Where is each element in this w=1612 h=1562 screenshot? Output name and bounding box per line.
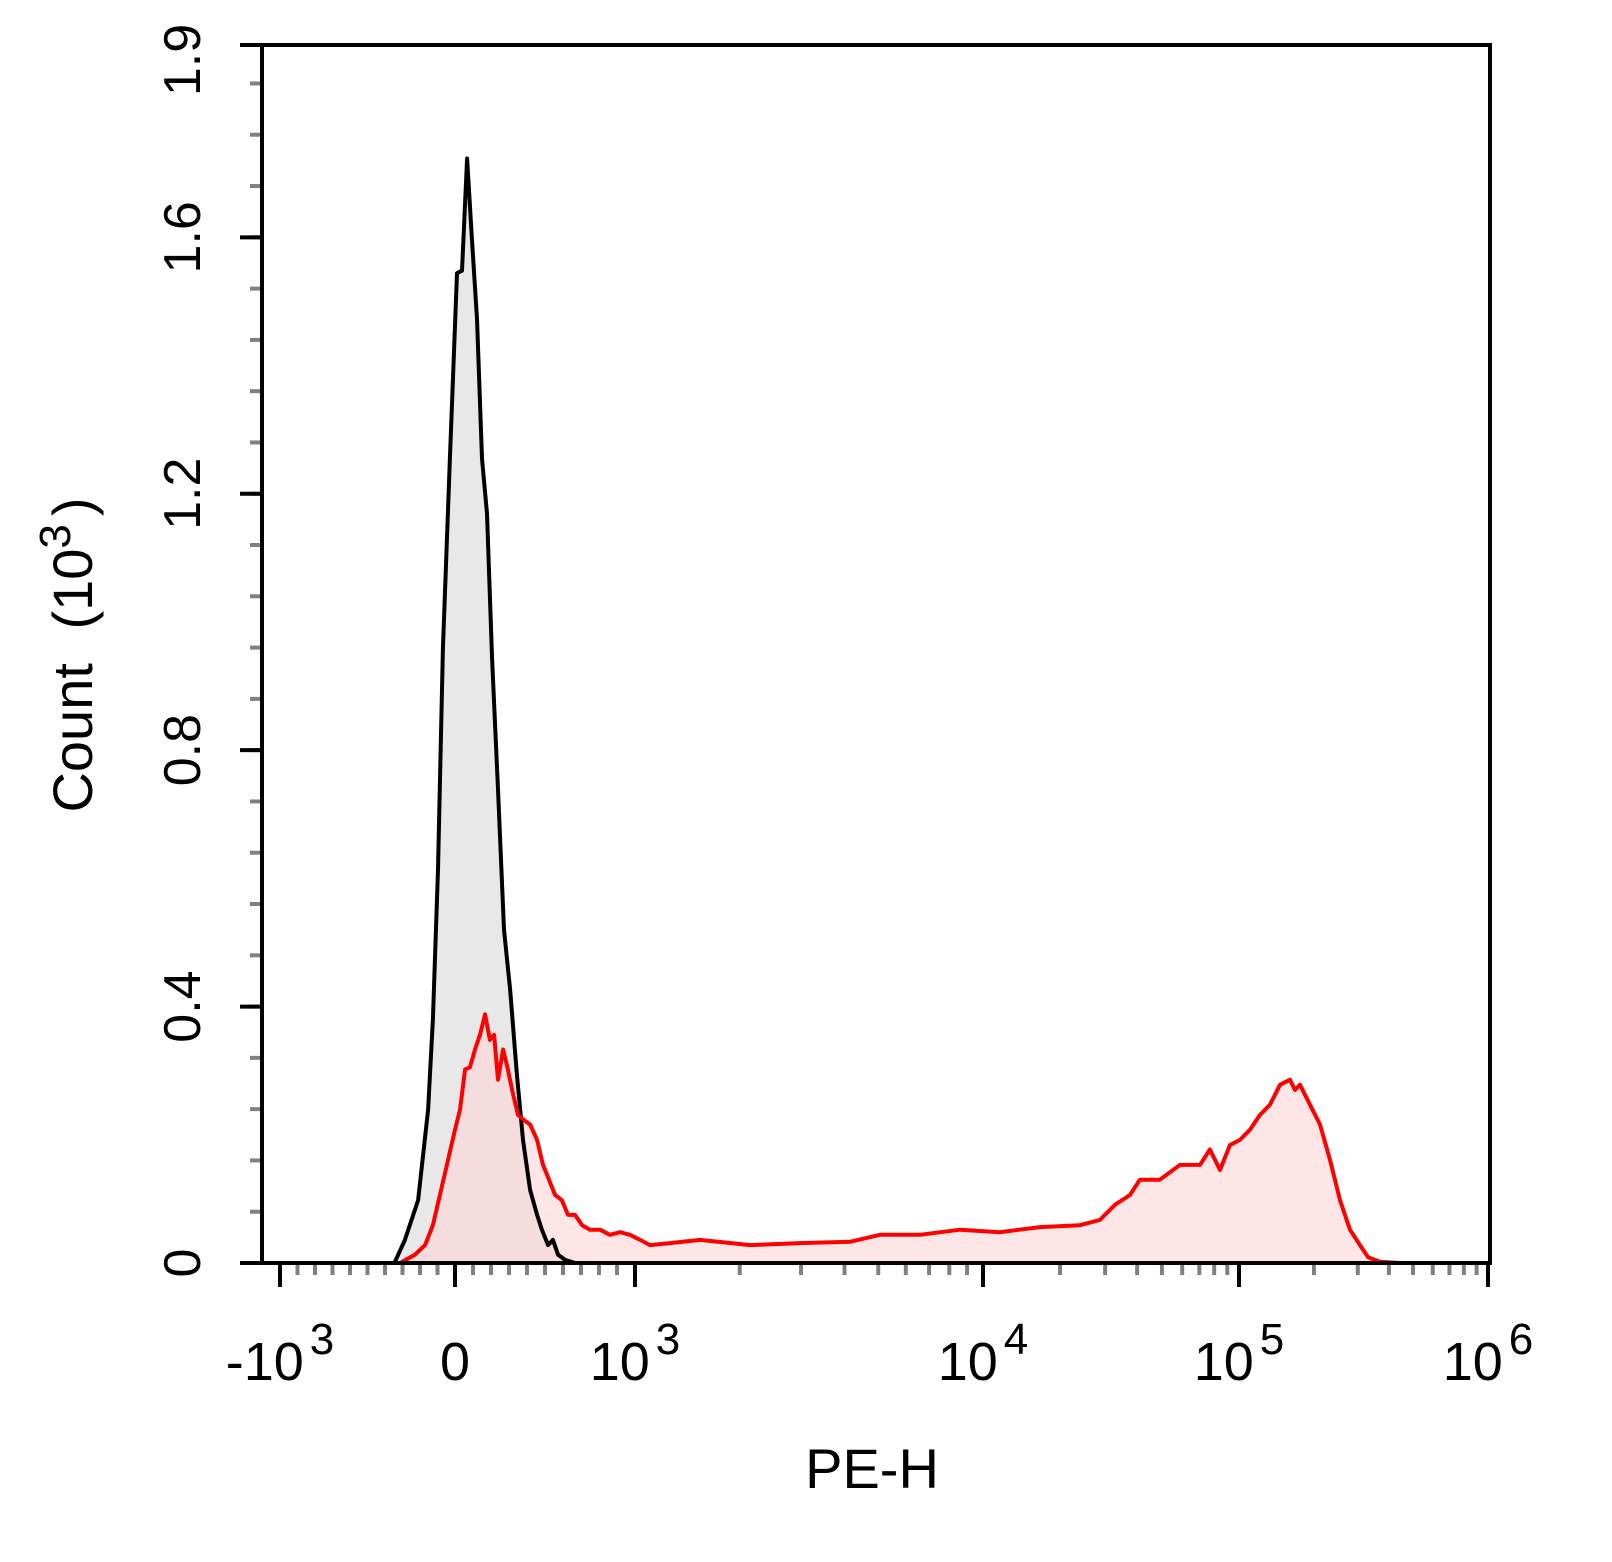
y-axis-unit: (10: [41, 549, 104, 630]
x-tick-label: 10 3: [590, 1315, 681, 1392]
x-tick-label: -10 3: [226, 1315, 335, 1392]
y-axis-unit-exp: 3: [31, 524, 80, 548]
y-axis-label-text: Count: [41, 663, 104, 813]
y-tick-label: 1.2: [154, 458, 212, 530]
x-tick-label: 10 5: [1194, 1315, 1285, 1392]
x-tick-label: 10 6: [1443, 1315, 1534, 1392]
plot-frame: [260, 43, 1492, 1265]
y-tick-label: 0.4: [154, 970, 212, 1042]
series-layer: [393, 156, 1401, 1265]
y-tick-label: 0.8: [154, 714, 212, 786]
x-tick-label: 0: [440, 1332, 470, 1392]
series-1-fill: [400, 1014, 1401, 1263]
series-0-line: [393, 156, 576, 1265]
y-axis-label: Count (103): [31, 497, 104, 812]
series-0-fill: [394, 158, 576, 1263]
y-axis-unit-close: ): [41, 497, 104, 516]
y-tick-label: 1.9: [154, 24, 212, 96]
x-tick-label: 10 4: [938, 1315, 1029, 1392]
y-tick-label: 0: [154, 1249, 212, 1278]
svg-text:Count (103): Count (103): [31, 497, 104, 812]
x-axis-label: PE-H: [805, 1437, 939, 1500]
ticks-layer: 0 0.4 0.8 1.2 1.6 1.9 -10 3 0 10 3 10 4 10 5 10 6: [154, 24, 1533, 1392]
y-tick-label: 1.6: [154, 201, 212, 273]
series-1-line: [399, 1012, 1401, 1265]
